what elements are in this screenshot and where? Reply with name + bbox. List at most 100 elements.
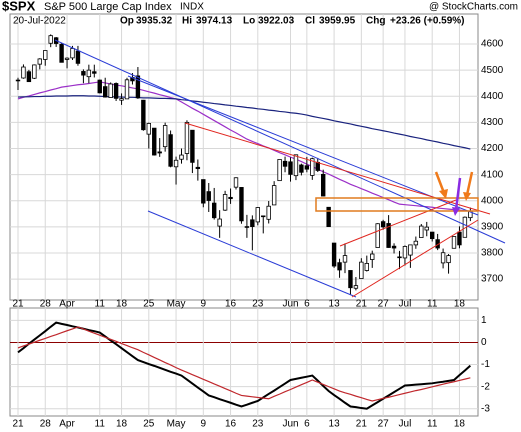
candle-body bbox=[195, 166, 201, 170]
x-tick-label: 16 bbox=[225, 299, 237, 310]
candle-body bbox=[342, 255, 348, 263]
y-tick-label: 3900 bbox=[481, 222, 504, 233]
candle-body bbox=[75, 50, 81, 64]
y-tick-label: 4200 bbox=[481, 143, 504, 154]
candle-body bbox=[348, 270, 353, 289]
candle-body bbox=[282, 160, 288, 167]
candle-body bbox=[337, 262, 342, 271]
candle-body bbox=[304, 165, 310, 170]
y-tick-label: -1 bbox=[481, 359, 490, 370]
candle-body bbox=[15, 79, 21, 82]
candle-body bbox=[190, 129, 195, 163]
x-tick-label: 6 bbox=[304, 419, 310, 430]
ohlc-label: Lo bbox=[243, 16, 255, 27]
x-tick-label: 6 bbox=[304, 299, 310, 310]
candle-body bbox=[222, 194, 228, 211]
x-tick-label: 18 bbox=[116, 299, 128, 310]
candle-body bbox=[320, 173, 326, 197]
candle-body bbox=[43, 50, 48, 60]
y-tick-label: 4100 bbox=[481, 169, 504, 180]
candle-body bbox=[233, 177, 239, 188]
x-tick-label: 11 bbox=[427, 299, 438, 310]
y-tick-label: 3800 bbox=[481, 248, 504, 259]
candle-body bbox=[81, 71, 86, 76]
candle-body bbox=[364, 263, 369, 271]
exchange: INDX bbox=[180, 2, 204, 13]
candle-body bbox=[310, 158, 315, 176]
candle-body bbox=[375, 223, 380, 248]
y-tick-label: -3 bbox=[481, 403, 490, 414]
candle-body bbox=[293, 154, 299, 177]
x-tick-label: 13 bbox=[329, 299, 341, 310]
x-tick-label: Jul bbox=[399, 299, 412, 310]
candle-body bbox=[429, 231, 435, 240]
x-tick-label: Jul bbox=[399, 419, 412, 430]
y-tick-label: 3700 bbox=[481, 274, 504, 285]
candle-body bbox=[64, 57, 70, 60]
price-panel bbox=[9, 13, 479, 301]
candle-body bbox=[380, 221, 386, 228]
candle-body bbox=[255, 207, 260, 223]
x-tick-label: 18 bbox=[116, 419, 128, 430]
y-tick-label: 4400 bbox=[481, 91, 504, 102]
candle-body bbox=[228, 196, 233, 200]
y-tick-label: 0 bbox=[481, 337, 487, 348]
candle-body bbox=[413, 240, 419, 246]
x-tick-label: 25 bbox=[143, 419, 155, 430]
arrow bbox=[434, 171, 446, 194]
x-tick-label: 18 bbox=[454, 419, 466, 430]
candle-body bbox=[446, 255, 451, 264]
candle-body bbox=[288, 161, 293, 175]
candle-body bbox=[386, 223, 391, 248]
trend-line bbox=[127, 75, 479, 216]
candle-body bbox=[397, 256, 402, 259]
candle-body bbox=[440, 252, 446, 264]
x-tick-label: 27 bbox=[378, 299, 390, 310]
x-tick-label: 23 bbox=[252, 419, 264, 430]
annotations bbox=[54, 39, 506, 298]
candle-body bbox=[157, 151, 162, 154]
candle-body bbox=[141, 99, 146, 131]
x-tick-label: 25 bbox=[143, 299, 155, 310]
series-line bbox=[17, 95, 471, 150]
arrow bbox=[454, 177, 462, 211]
ohlc-label: Cl bbox=[305, 16, 315, 27]
candle-body bbox=[250, 219, 255, 228]
x-tick-label: 23 bbox=[252, 299, 264, 310]
arrow-head bbox=[439, 189, 448, 199]
arrow bbox=[465, 171, 474, 196]
candle-body bbox=[244, 226, 250, 228]
ohlc-value: 3935.32 bbox=[136, 16, 173, 27]
arrow-head bbox=[463, 192, 471, 201]
candle-body bbox=[32, 64, 37, 79]
symbol: $SPX bbox=[2, 0, 36, 13]
candle-body bbox=[266, 205, 271, 220]
candle-body bbox=[152, 127, 157, 156]
candle-body bbox=[271, 185, 277, 206]
x-tick-label: 21 bbox=[12, 299, 24, 310]
indicator-panel bbox=[9, 307, 479, 417]
x-tick-label: 11 bbox=[95, 419, 106, 430]
mark-layer bbox=[15, 34, 473, 410]
resistance-zone bbox=[315, 197, 479, 212]
candle-body bbox=[21, 66, 26, 79]
candle-body bbox=[119, 98, 124, 101]
ohlc-value: 3959.95 bbox=[319, 16, 356, 27]
candle-body bbox=[211, 202, 217, 219]
ohlc-value: 3922.03 bbox=[258, 16, 295, 27]
trend-line bbox=[184, 122, 491, 215]
change-label: Chg bbox=[366, 16, 385, 27]
y-tick-label: 4000 bbox=[481, 195, 504, 206]
candle-body bbox=[206, 191, 211, 201]
candle-body bbox=[97, 79, 102, 94]
candle-body bbox=[48, 35, 53, 44]
ohlc-label: Op bbox=[120, 16, 134, 27]
change-value: +23.26 (+0.59%) bbox=[390, 16, 465, 27]
x-tick-label: 11 bbox=[427, 419, 438, 430]
y-tick-label: 4600 bbox=[481, 39, 504, 50]
candle-body bbox=[162, 125, 168, 148]
candle-body bbox=[331, 242, 337, 267]
security-name: S&P 500 Large Cap Index bbox=[44, 1, 172, 13]
series-line bbox=[17, 321, 472, 410]
